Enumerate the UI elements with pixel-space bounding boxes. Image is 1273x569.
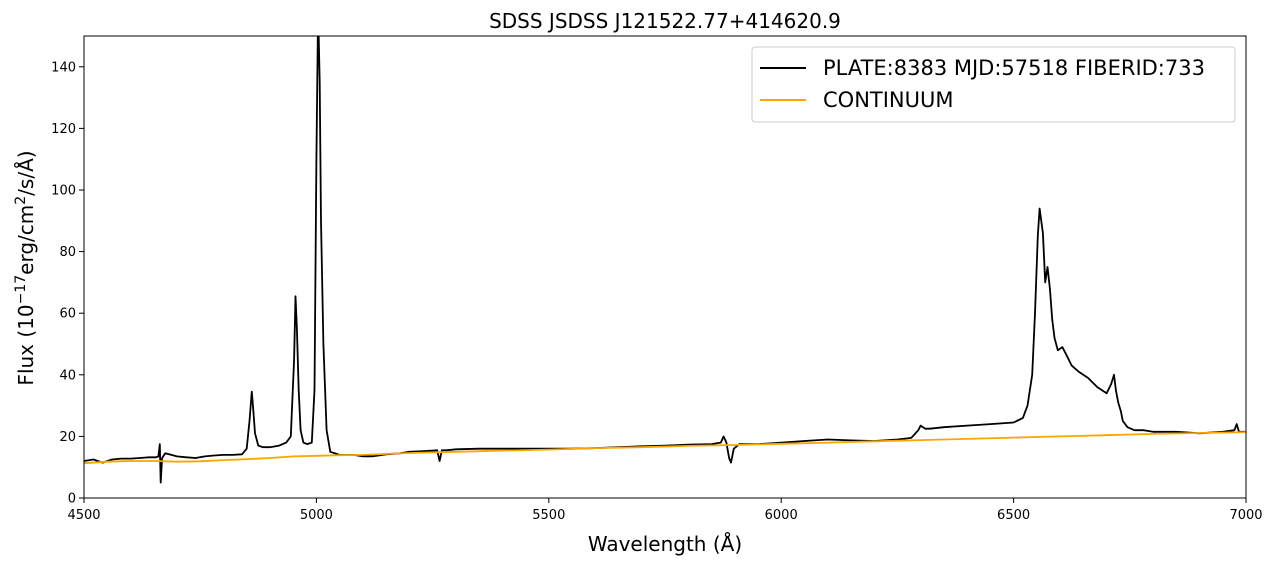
y-axis-label-unit: erg/cm [14, 205, 38, 275]
y-axis-label-suffix: /s/Å) [14, 150, 38, 195]
legend-box [751, 46, 1236, 123]
x-tick-label: 7000 [1229, 508, 1262, 523]
x-tick-label: 6000 [765, 508, 798, 523]
y-axis-label-exponent: −17 [13, 275, 29, 305]
x-axis-label: Wavelength (Å) [588, 532, 742, 556]
legend: PLATE:8383 MJD:57518 FIBERID:733 CONTINU… [751, 46, 1236, 123]
legend-label-spectrum: PLATE:8383 MJD:57518 FIBERID:733 [823, 56, 1205, 80]
x-tick-label: 5000 [300, 508, 333, 523]
y-tick-label: 40 [59, 368, 76, 383]
y-axis-label: Flux (10−17erg/cm2/s/Å) [13, 150, 38, 385]
y-tick-label: 0 [68, 492, 76, 507]
x-tick-label: 5500 [532, 508, 565, 523]
continuum-line [84, 431, 1246, 465]
y-tick-label: 100 [51, 184, 76, 199]
x-tick-label: 4500 [67, 508, 100, 523]
ticks-layer: 4500 5000 5500 6000 6500 7000 0 20 40 60 80 100 120 1… [51, 60, 1262, 523]
y-tick-label: 20 [59, 430, 76, 445]
plot-area [84, 36, 1246, 484]
legend-label-continuum: CONTINUUM [823, 88, 954, 112]
y-tick-label: 60 [59, 307, 76, 322]
y-axis-label-unit-exponent: 2 [13, 196, 29, 205]
y-tick-label: 140 [51, 60, 76, 75]
chart-title: SDSS JSDSS J121522.77+414620.9 [489, 9, 841, 33]
y-axis-label-prefix: Flux (10 [14, 304, 38, 385]
plot-frame [83, 35, 1247, 499]
y-tick-label: 80 [59, 245, 76, 260]
x-tick-label: 6500 [997, 508, 1030, 523]
y-tick-label: 120 [51, 122, 76, 137]
